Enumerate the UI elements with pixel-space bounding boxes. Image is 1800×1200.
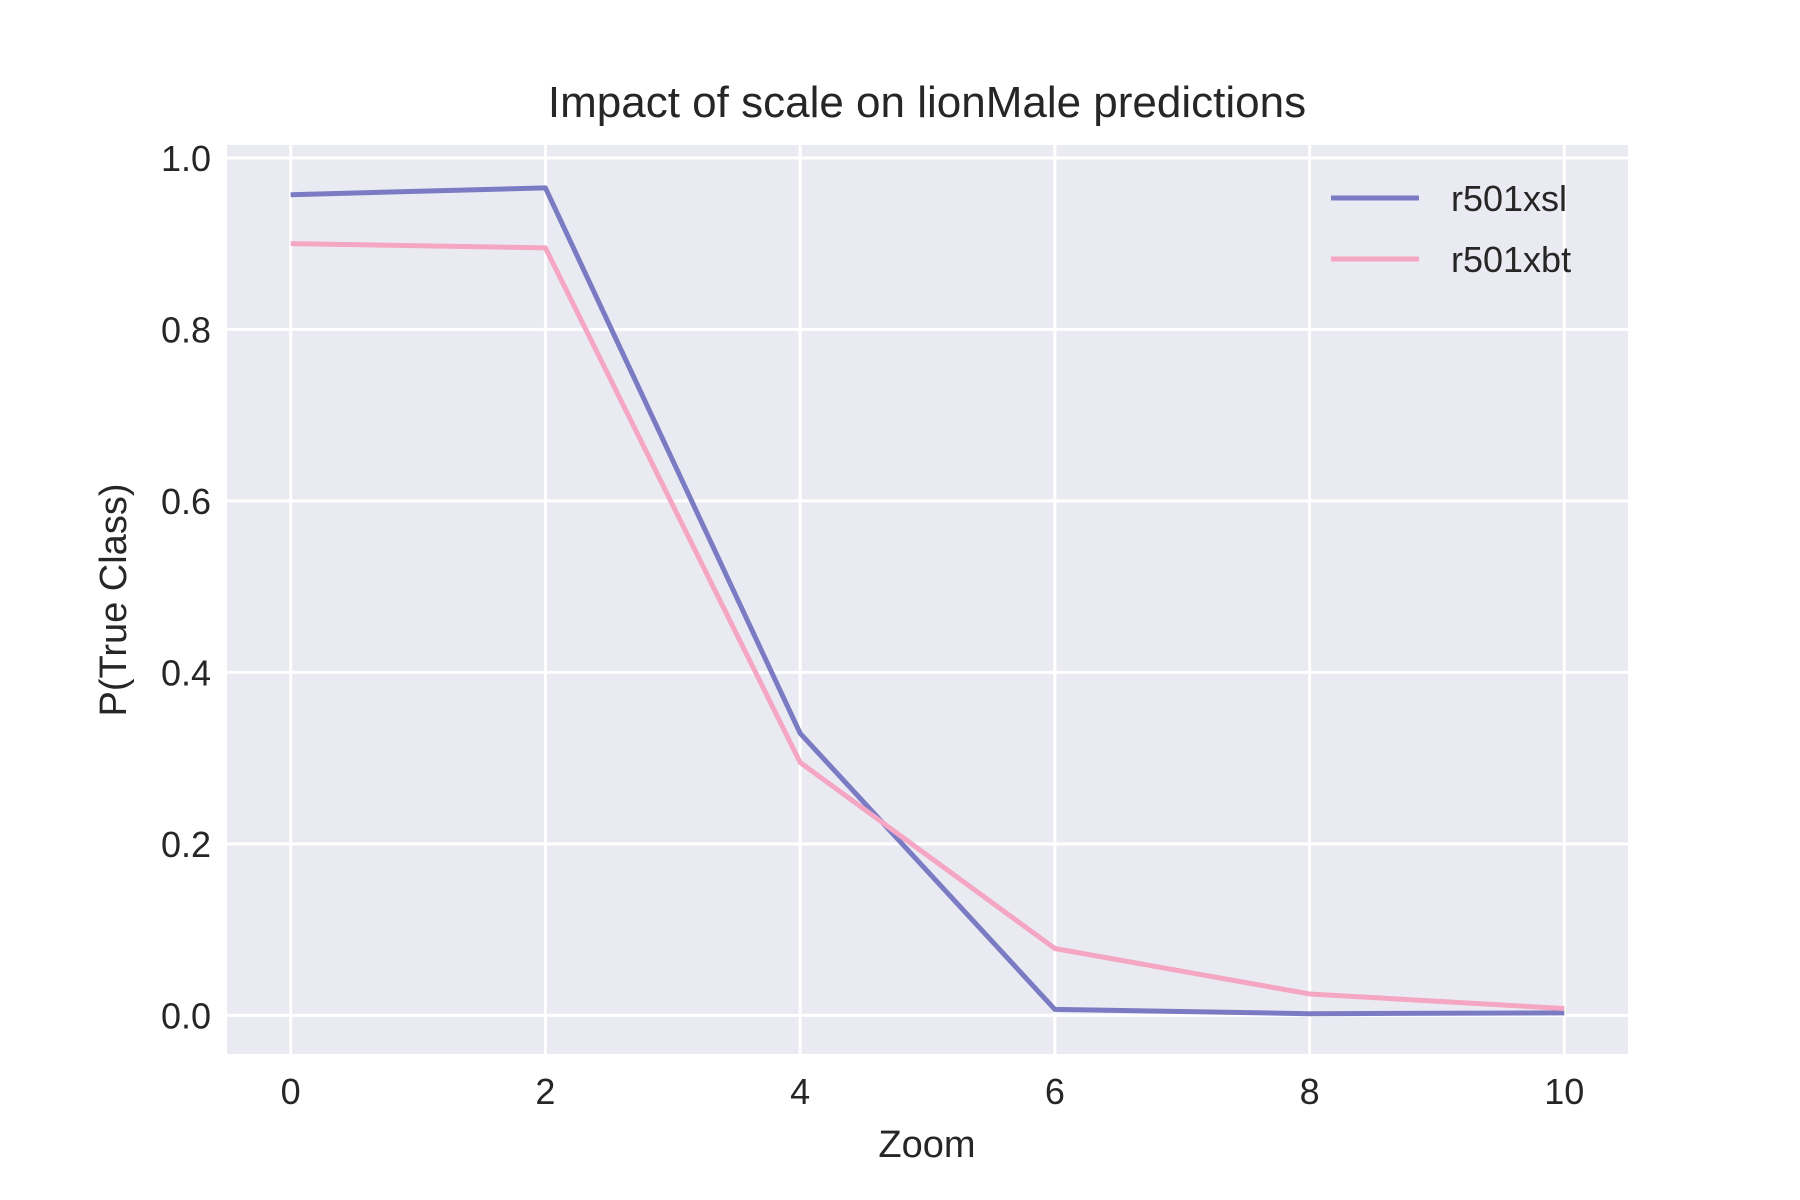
y-axis-label: P(True Class)	[93, 484, 135, 717]
legend-label-r501xsl: r501xsl	[1451, 178, 1567, 219]
x-tick-label: 2	[535, 1071, 555, 1112]
y-tick-label: 0.4	[161, 652, 211, 693]
chart-title: Impact of scale on lionMale predictions	[548, 78, 1306, 127]
plot-area	[227, 145, 1628, 1054]
x-tick-label: 6	[1045, 1071, 1065, 1112]
x-tick-label: 0	[281, 1071, 301, 1112]
y-tick-label: 0.2	[161, 824, 211, 865]
x-tick-label: 8	[1300, 1071, 1320, 1112]
series-line-r501xsl	[290, 185, 1565, 1017]
x-axis-label: Zoom	[878, 1124, 975, 1166]
y-tick-label: 1.0	[161, 138, 211, 179]
grid	[227, 145, 1628, 1054]
legend-label-r501xbt: r501xbt	[1451, 239, 1571, 280]
series-line-r501xbt	[290, 241, 1565, 1012]
y-tick-label: 0.8	[161, 309, 211, 350]
y-tick-label: 0.0	[161, 995, 211, 1036]
legend: r501xsl r501xbt	[1331, 178, 1571, 280]
tick-labels: 0 2 4 6 8 10 0.0 0.2 0.4 0.6 0.8 1.0	[161, 138, 1584, 1112]
x-tick-label: 4	[790, 1071, 810, 1112]
series-lines	[290, 185, 1565, 1017]
y-tick-label: 0.6	[161, 481, 211, 522]
x-tick-label: 10	[1544, 1071, 1584, 1112]
